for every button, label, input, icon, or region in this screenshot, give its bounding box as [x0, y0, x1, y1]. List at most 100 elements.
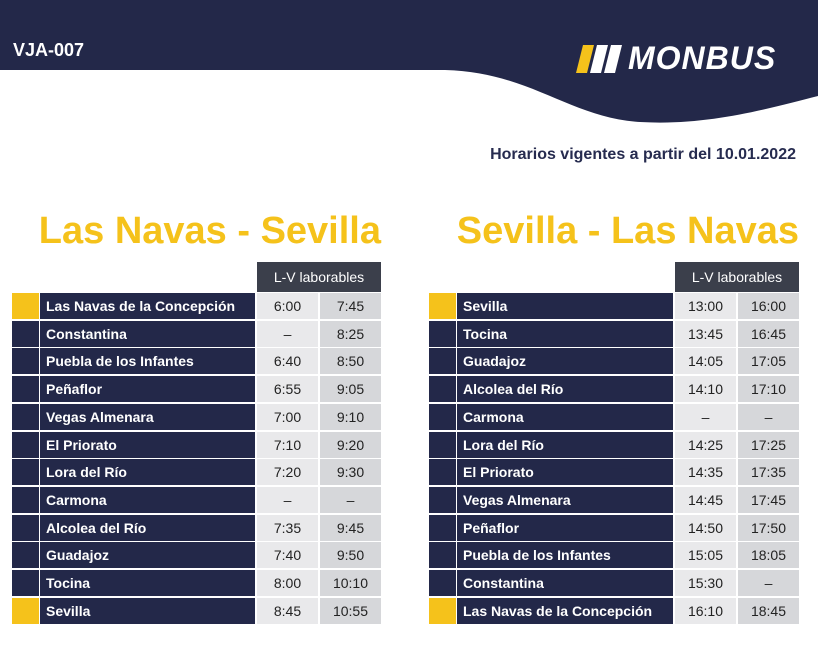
time: 8:50: [320, 348, 381, 375]
column-header: L-V laborables: [675, 262, 799, 292]
stop-name: Tocina: [40, 570, 255, 596]
stop-name: Alcolea del Río: [457, 376, 673, 403]
row-marker: [12, 542, 39, 569]
stop-name: Las Navas de la Concepción: [457, 597, 673, 624]
stop-name: Puebla de los Infantes: [457, 542, 673, 569]
validity: Horarios vigentes a partir del 10.01.202…: [490, 146, 796, 163]
stop-name: Tocina: [457, 320, 673, 347]
row-marker: [429, 514, 456, 541]
stop-name: Lora del Río: [457, 431, 673, 458]
row-marker: [12, 293, 39, 319]
time: 9:05: [320, 376, 381, 403]
time: 6:00: [257, 293, 318, 319]
time: 17:50: [738, 514, 799, 541]
time: –: [257, 320, 318, 347]
row-marker: [12, 597, 39, 624]
row-marker: [12, 403, 39, 430]
time: 8:45: [257, 597, 318, 624]
time: 7:20: [257, 459, 318, 486]
stop-name: Vegas Almenara: [457, 486, 673, 513]
time: 17:35: [738, 459, 799, 486]
time: 17:25: [738, 431, 799, 458]
route-code: VJA-007: [13, 40, 85, 60]
row-marker: [12, 570, 39, 596]
time: 17:10: [738, 376, 799, 403]
stop-name: El Priorato: [40, 431, 255, 458]
time: 13:45: [675, 320, 736, 347]
table-title: Las Navas - Sevilla: [38, 210, 381, 252]
time: 7:35: [257, 514, 318, 541]
row-marker: [12, 514, 39, 541]
time: –: [257, 486, 318, 513]
time: 16:00: [738, 293, 799, 319]
time: 16:45: [738, 320, 799, 347]
time: 17:45: [738, 486, 799, 513]
stop-name: Peñaflor: [40, 376, 255, 403]
stop-name: Constantina: [457, 570, 673, 596]
time: 7:00: [257, 403, 318, 430]
stop-name: Guadajoz: [40, 542, 255, 569]
stop-name: Las Navas de la Concepción: [40, 293, 255, 319]
column-header: L-V laborables: [257, 262, 381, 292]
time: 14:50: [675, 514, 736, 541]
time: 9:50: [320, 542, 381, 569]
stop-name: Sevilla: [40, 597, 255, 624]
time: 7:10: [257, 431, 318, 458]
stop-name: El Priorato: [457, 459, 673, 486]
time: 18:45: [738, 597, 799, 624]
stop-name: Sevilla: [457, 293, 673, 319]
row-marker: [12, 376, 39, 403]
row-marker: [429, 376, 456, 403]
time: –: [738, 570, 799, 596]
stop-name: Puebla de los Infantes: [40, 348, 255, 375]
row-marker: [429, 597, 456, 624]
row-marker: [12, 459, 39, 486]
row-marker: [429, 459, 456, 486]
row-marker: [429, 486, 456, 513]
stop-name: Vegas Almenara: [40, 403, 255, 430]
time: 9:45: [320, 514, 381, 541]
time: 7:45: [320, 293, 381, 319]
time: 14:05: [675, 348, 736, 375]
stop-name: Constantina: [40, 320, 255, 347]
row-marker: [12, 486, 39, 513]
time: 10:55: [320, 597, 381, 624]
stop-name: Carmona: [457, 403, 673, 430]
time: 7:40: [257, 542, 318, 569]
logo: MONBUS: [628, 40, 777, 76]
row-marker: [429, 403, 456, 430]
time: 14:25: [675, 431, 736, 458]
time: 8:25: [320, 320, 381, 347]
time: 14:10: [675, 376, 736, 403]
table-title: Sevilla - Las Navas: [456, 210, 799, 252]
time: 9:10: [320, 403, 381, 430]
time: 14:45: [675, 486, 736, 513]
stop-name: Lora del Río: [40, 459, 255, 486]
row-marker: [429, 293, 456, 319]
row-marker: [12, 431, 39, 458]
time: 9:30: [320, 459, 381, 486]
time: –: [320, 486, 381, 513]
time: 8:00: [257, 570, 318, 596]
time: 9:20: [320, 431, 381, 458]
time: 17:05: [738, 348, 799, 375]
row-marker: [429, 570, 456, 596]
row-marker: [429, 431, 456, 458]
row-marker: [429, 542, 456, 569]
row-marker: [429, 348, 456, 375]
time: –: [738, 403, 799, 430]
stop-name: Carmona: [40, 486, 255, 513]
header-wave: [0, 0, 818, 123]
time: 18:05: [738, 542, 799, 569]
time: 15:05: [675, 542, 736, 569]
time: 14:35: [675, 459, 736, 486]
time: 10:10: [320, 570, 381, 596]
stop-name: Guadajoz: [457, 348, 673, 375]
stop-name: Peñaflor: [457, 514, 673, 541]
row-marker: [12, 348, 39, 375]
time: 15:30: [675, 570, 736, 596]
time: 13:00: [675, 293, 736, 319]
time: 6:55: [257, 376, 318, 403]
row-marker: [429, 320, 456, 347]
